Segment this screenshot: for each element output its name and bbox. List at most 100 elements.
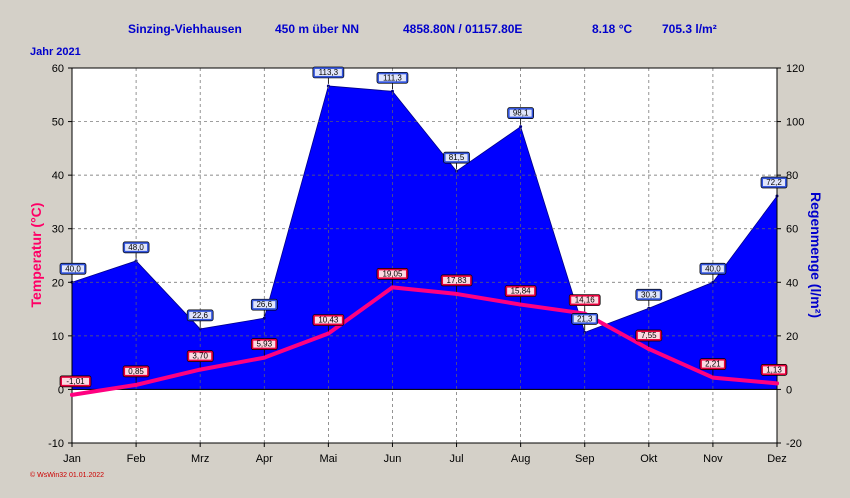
y2-tick-label: 40 (786, 277, 798, 289)
precipitation-data-label: 81,5 (449, 153, 465, 162)
temperature-data-label-box-inner (637, 331, 660, 339)
precipitation-data-label-box-inner (189, 311, 212, 319)
temperature-data-label: 3,70 (192, 352, 208, 361)
temperature-data-label: 15,84 (511, 287, 532, 296)
mean-temperature: 8.18 °C (592, 22, 632, 36)
footer-note: © WsWin32 01.01.2022 (30, 471, 104, 479)
temperature-point (198, 367, 203, 372)
temperature-data-label: 14,16 (575, 296, 596, 305)
y-axis-label: Temperatur (°C) (28, 203, 44, 308)
y2-tick-label: 80 (786, 170, 798, 182)
temperature-data-label-box-inner (125, 367, 148, 375)
y-tick-label: 30 (52, 224, 64, 236)
temperature-point (454, 291, 459, 296)
precipitation-data-label-box-inner (509, 109, 532, 117)
temperature-data-label: 5,93 (256, 340, 272, 349)
temperature-point (775, 381, 779, 386)
precipitation-data-label: 111,3 (383, 73, 402, 82)
precipitation-data-label: 113,3 (319, 68, 339, 77)
temperature-point (134, 382, 139, 387)
precipitation-data-label: 26,6 (256, 300, 272, 309)
x-tick-label: Mrz (191, 453, 209, 465)
precipitation-data-label: 72,2 (766, 178, 782, 187)
precipitation-data-label-box-inner (314, 68, 342, 76)
y-tick-label: -10 (48, 438, 64, 450)
y-tick-label: 20 (52, 277, 64, 289)
temperature-data-label-box-inner (507, 287, 535, 295)
y-tick-label: 50 (52, 117, 64, 129)
year-label: Jahr 2021 (30, 46, 81, 58)
precipitation-data-label-box-inner (637, 291, 660, 299)
station-name: Sinzing-Viehhausen (128, 22, 242, 36)
precipitation-data-label: 98,1 (513, 109, 529, 118)
x-tick-label: Aug (511, 453, 531, 465)
temperature-data-label: 17,83 (447, 276, 468, 285)
temperature-point (70, 392, 74, 397)
precipitation-point (711, 280, 715, 284)
temperature-data-label-box-inner (314, 316, 342, 324)
y-tick-label: 0 (58, 384, 64, 396)
x-tick-label: Sep (575, 453, 595, 465)
temperature-data-label: 0,85 (128, 367, 144, 376)
x-tick-label: Nov (703, 453, 723, 465)
temperature-data-label-box-inner (443, 276, 471, 284)
y-tick-label: 40 (52, 170, 64, 182)
y2-axis-label: Regenmenge (l/m²) (808, 192, 824, 318)
temperature-point (326, 331, 331, 336)
x-tick-label: Jun (384, 453, 402, 465)
y2-tick-label: -20 (786, 438, 802, 450)
y2-tick-label: 100 (786, 117, 804, 129)
y2-tick-label: 60 (786, 224, 798, 236)
x-tick-label: Feb (127, 453, 146, 465)
precipitation-data-label: 22,6 (192, 311, 208, 320)
precipitation-data-label-box-inner (763, 179, 785, 187)
precipitation-data-label-box-inner (701, 265, 724, 273)
station-altitude: 450 m über NN (275, 22, 359, 36)
precipitation-data-label-box-inner (253, 301, 276, 309)
y2-tick-label: 0 (786, 384, 792, 396)
y2-tick-label: 20 (786, 331, 798, 343)
temperature-data-label-box-inner (378, 270, 406, 278)
precipitation-point (519, 125, 523, 129)
precipitation-data-label: 21,3 (577, 314, 593, 323)
station-coordinates: 4858.80N / 01157.80E (403, 22, 522, 36)
precipitation-data-label: 40,0 (65, 264, 81, 273)
temperature-data-label-box-inner (571, 296, 599, 304)
x-tick-label: Jan (63, 453, 81, 465)
temperature-data-label: 10,43 (318, 316, 339, 325)
precipitation-point (262, 316, 266, 320)
total-precipitation: 705.3 l/m² (662, 22, 717, 36)
temperature-data-label: 2,21 (705, 360, 721, 369)
plot-frame (71, 67, 778, 444)
temperature-point (518, 302, 523, 307)
precipitation-data-label-box-inner (62, 265, 84, 273)
precipitation-data-label: 30,3 (641, 290, 657, 299)
precipitation-data-label-box-inner (573, 315, 596, 323)
precipitation-point (326, 84, 330, 88)
x-tick-label: Mai (319, 453, 337, 465)
precipitation-data-label: 40,0 (705, 264, 721, 273)
temperature-point (390, 285, 395, 290)
x-tick-label: Jul (450, 453, 464, 465)
temperature-point (646, 346, 651, 351)
y-tick-label: 60 (52, 63, 64, 75)
precipitation-data-label-box-inner (445, 154, 468, 162)
temperature-data-label: 1,13 (766, 365, 782, 374)
precipitation-point (390, 89, 394, 93)
precipitation-data-label: 48,0 (128, 243, 144, 252)
x-tick-label: Apr (256, 453, 273, 465)
temperature-point (262, 355, 267, 360)
temperature-data-label-box-inner (189, 352, 212, 360)
x-tick-label: Okt (640, 453, 657, 465)
precipitation-data-label-box-inner (378, 74, 406, 82)
temperature-data-label-box-inner (253, 340, 276, 348)
temperature-data-label: -1,01 (66, 377, 85, 386)
temperature-data-label-box-inner (763, 366, 785, 374)
y-tick-label: 10 (52, 331, 64, 343)
temperature-data-label-box-inner (62, 377, 89, 385)
y2-tick-label: 120 (786, 63, 804, 75)
precipitation-data-label-box-inner (125, 243, 148, 251)
x-tick-label: Dez (767, 453, 787, 465)
